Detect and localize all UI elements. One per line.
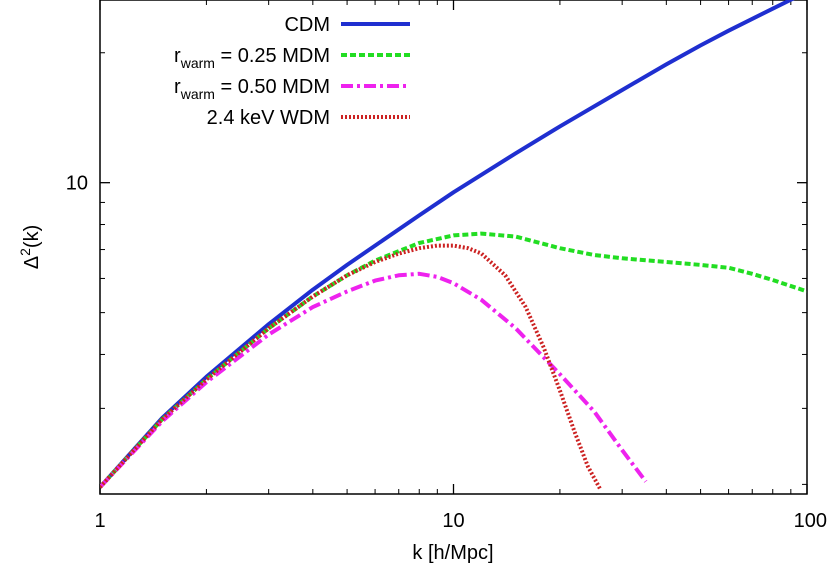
x-tick-label: 1: [94, 510, 105, 532]
y-tick-label: 10: [66, 173, 88, 195]
x-axis-label: k [h/Mpc]: [412, 542, 493, 564]
legend-label-1: CDM: [284, 14, 330, 36]
legend-label-4: 2.4 keV WDM: [207, 107, 330, 129]
legend-label-3: rwarm = 0.50 MDM: [174, 76, 330, 102]
series-line-1: [100, 0, 795, 489]
y-axis-label: Δ2(k): [17, 225, 43, 269]
series-line-3: [100, 271, 648, 489]
plot-frame: [99, 0, 808, 495]
x-tick-label: 10: [442, 510, 464, 532]
legend-label-2: rwarm = 0.25 MDM: [174, 45, 330, 71]
axis-ticks: [99, 0, 808, 494]
series-lines: [100, 0, 807, 491]
series-line-4: [100, 243, 602, 491]
series-line-2: [100, 231, 807, 489]
x-tick-label: 100: [794, 510, 827, 532]
axis-tick-labels: 1 10 100 10: [66, 173, 827, 532]
chart-legend: CDM rwarm = 0.25 MDM rwarm = 0.50 MDM 2.4 k…: [174, 14, 410, 129]
